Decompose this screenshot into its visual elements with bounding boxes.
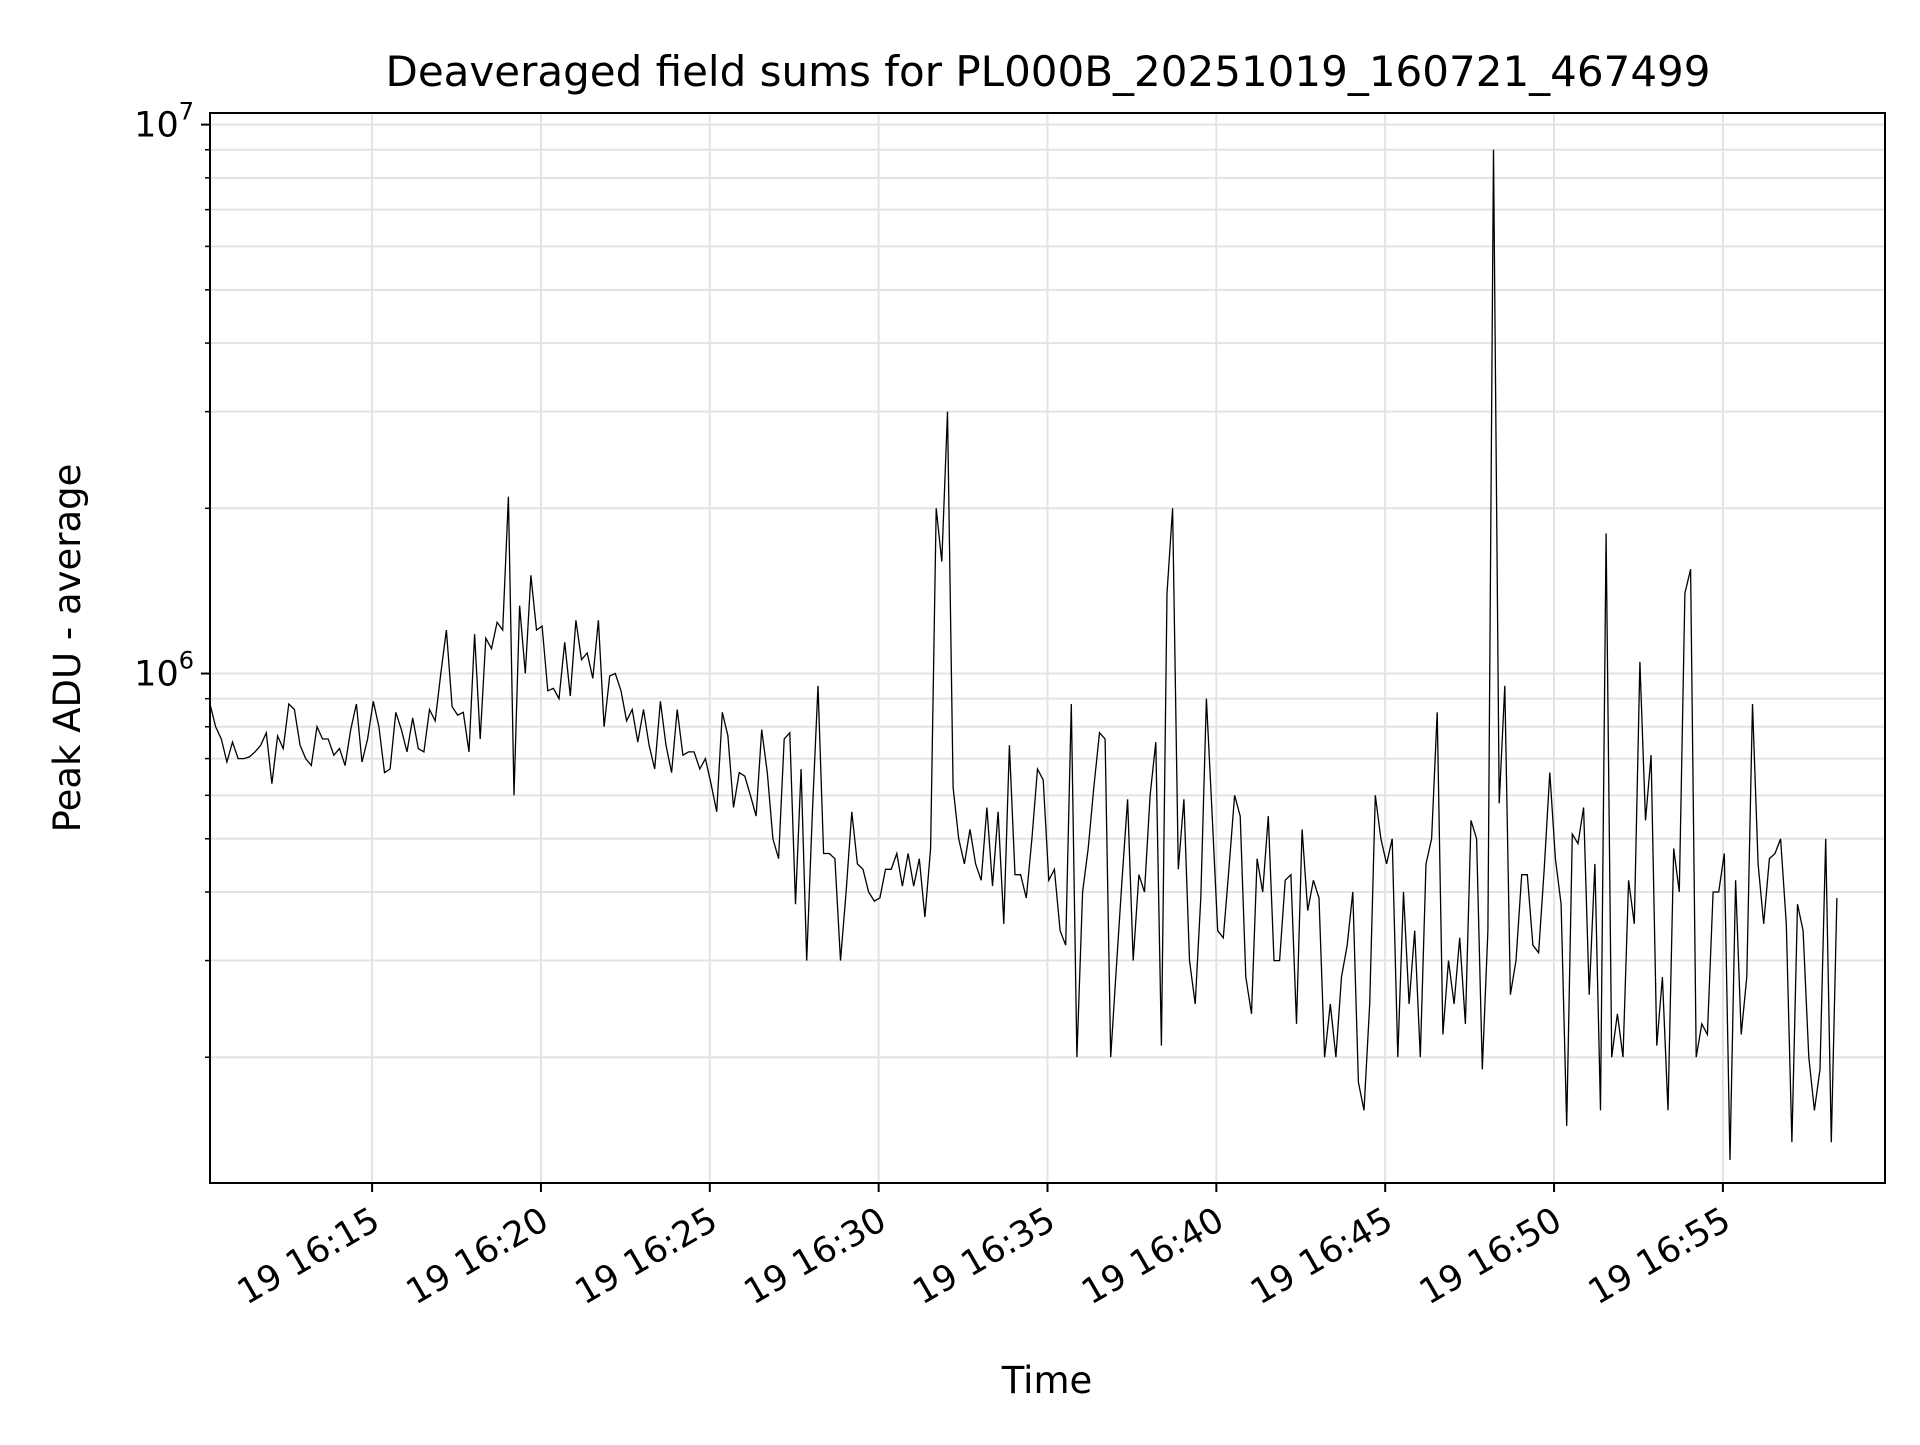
y-tick-label-exponent: 7 xyxy=(179,98,194,126)
y-tick-label: 107 xyxy=(134,98,194,146)
series-layer xyxy=(209,149,1838,1160)
series-line xyxy=(209,149,1838,1160)
y-tick-label-base: 10 xyxy=(134,655,179,695)
y-tick-label: 106 xyxy=(134,647,194,695)
y-axis-label: Peak ADU - average xyxy=(46,464,89,833)
grid-layer xyxy=(210,113,1885,1183)
x-axis-label: Time xyxy=(1001,1359,1093,1402)
chart-title: Deaveraged field sums for PL000B_2025101… xyxy=(386,47,1711,96)
y-tick-label-base: 10 xyxy=(134,106,179,146)
y-tick-label-exponent: 6 xyxy=(179,647,194,675)
